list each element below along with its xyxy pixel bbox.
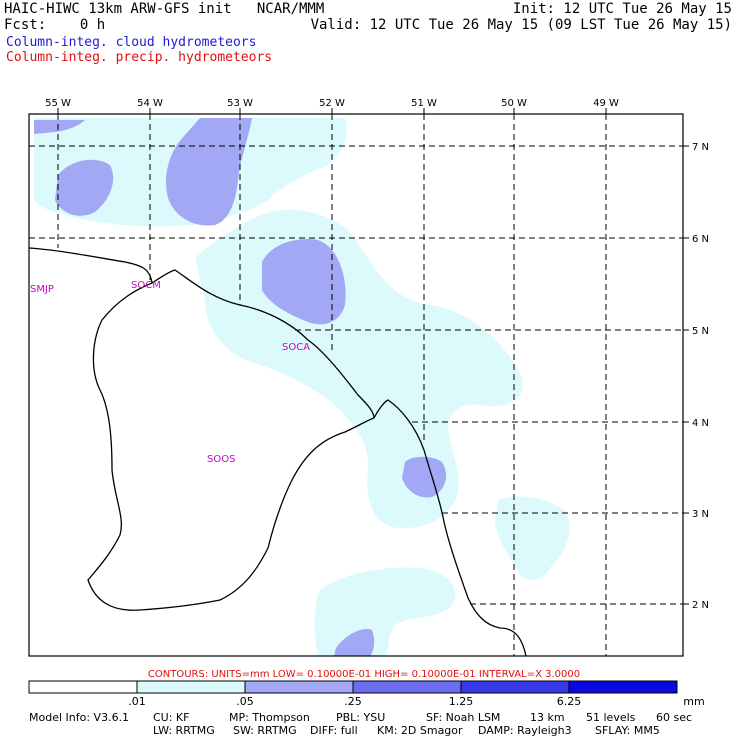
- longitude-labels: 55 W 54 W 53 W 52 W 51 W 50 W 49 W: [45, 98, 619, 109]
- colorbar-segment: [28, 680, 138, 694]
- cloud-field-medium: [262, 239, 346, 325]
- forecast-hour: Fcst: 0 h: [4, 17, 106, 33]
- station-label: SOCM: [131, 280, 161, 291]
- cloud-field-light: [314, 567, 456, 656]
- lon-label: 50 W: [501, 98, 527, 109]
- pbl-scheme: PBL: YSU: [336, 711, 386, 724]
- cloud-field-medium: [55, 159, 114, 216]
- diffusion-option: DIFF: full: [310, 724, 358, 737]
- lat-label: 7 N: [692, 142, 709, 153]
- colorbar-segment: [352, 680, 462, 694]
- hydrometeor-fields: [34, 118, 570, 656]
- damping-option: DAMP: Rayleigh3: [478, 724, 572, 737]
- legend-precip-hydrometeors: Column-integ. precip. hydrometeors: [6, 50, 273, 65]
- station-labels: SMJP SOCM SOCA SOOS: [30, 280, 310, 465]
- model-info: Model Info: V3.6.1: [29, 711, 130, 724]
- station-label: SOCA: [282, 342, 310, 353]
- lon-label: 52 W: [319, 98, 345, 109]
- shortwave-scheme: SW: RRTMG: [233, 724, 297, 737]
- lat-label: 3 N: [692, 509, 709, 520]
- coastline: [29, 247, 527, 656]
- axis-ticks: [57, 108, 689, 605]
- init-time: Init: 12 UTC Tue 26 May 15: [512, 1, 732, 17]
- cloud-field-light: [195, 209, 523, 529]
- lat-label: 5 N: [692, 326, 709, 337]
- colorbar-segment: [136, 680, 246, 694]
- colorbar-segment: [568, 680, 678, 694]
- colorbar: [28, 680, 678, 694]
- lon-label: 54 W: [137, 98, 163, 109]
- km-option: KM: 2D Smagor: [377, 724, 463, 737]
- colorbar-label: .25: [344, 695, 362, 708]
- lon-label: 51 W: [411, 98, 437, 109]
- lon-label: 55 W: [45, 98, 71, 109]
- cloud-field-medium: [34, 120, 85, 134]
- plot-title: HAIC-HIWC 13km ARW-GFS init NCAR/MMM: [4, 1, 325, 17]
- latitude-labels: 7 N 6 N 5 N 4 N 3 N 2 N: [692, 142, 709, 611]
- lon-label: 49 W: [593, 98, 619, 109]
- lon-label: 53 W: [227, 98, 253, 109]
- map-frame: [28, 113, 684, 657]
- colorbar-units: mm: [683, 695, 705, 708]
- vertical-levels: 51 levels: [586, 711, 636, 724]
- contour-info: CONTOURS: UNITS=mm LOW= 0.10000E-01 HIGH…: [148, 669, 580, 680]
- cumulus-scheme: CU: KF: [153, 711, 190, 724]
- colorbar-label: 6.25: [556, 695, 582, 708]
- lat-label: 4 N: [692, 418, 709, 429]
- colorbar-label: .01: [128, 695, 146, 708]
- cloud-field-medium: [165, 118, 252, 226]
- cloud-field-medium: [334, 629, 375, 656]
- lat-label: 2 N: [692, 600, 709, 611]
- time-step: 60 sec: [656, 711, 693, 724]
- surface-scheme: SF: Noah LSM: [426, 711, 501, 724]
- longwave-scheme: LW: RRTMG: [153, 724, 215, 737]
- colorbar-segment: [460, 680, 570, 694]
- station-label: SOOS: [207, 454, 235, 465]
- legend-cloud-hydrometeors: Column-integ. cloud hydrometeors: [6, 35, 257, 50]
- cloud-field-light: [495, 496, 570, 581]
- colorbar-label: .05: [236, 695, 254, 708]
- grid-spacing: 13 km: [530, 711, 565, 724]
- colorbar-segment: [244, 680, 354, 694]
- coastline-borders: [29, 247, 527, 656]
- lat-label: 6 N: [692, 234, 709, 245]
- surface-layer-option: SFLAY: MM5: [595, 724, 660, 737]
- valid-time: Valid: 12 UTC Tue 26 May 15 (09 LST Tue …: [310, 17, 732, 33]
- microphysics-scheme: MP: Thompson: [229, 711, 310, 724]
- border-guyana-suriname: [87, 282, 375, 611]
- station-label: SMJP: [30, 284, 54, 295]
- colorbar-label: 1.25: [448, 695, 474, 708]
- lat-lon-grid: [29, 114, 683, 656]
